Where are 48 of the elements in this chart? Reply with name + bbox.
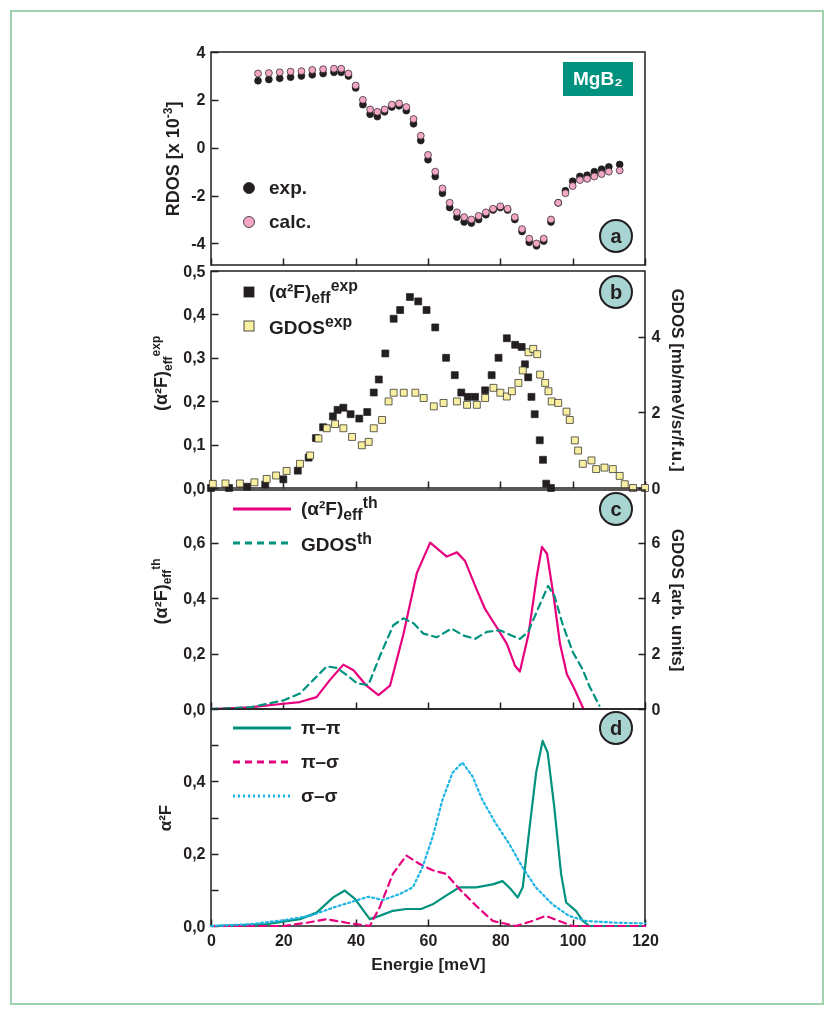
- y2-tick-label: 4: [651, 589, 661, 607]
- y-tick-label: 0,2: [183, 392, 206, 410]
- y-tick-label: 4: [196, 43, 206, 61]
- legend-label: σ–σ: [301, 785, 338, 807]
- circle-badge: c: [599, 492, 633, 526]
- legend-label: GDOS$^{exp}$: [269, 312, 353, 340]
- x-tick-label: 120: [632, 931, 659, 949]
- x-tick-label: 20: [274, 931, 293, 949]
- y2-tick-label: 2: [651, 403, 661, 421]
- y2-tick-label: 0: [651, 479, 661, 497]
- y2-tick-label: 4: [651, 328, 661, 346]
- y-axis-title: α²F: [156, 804, 176, 832]
- x-tick-label: 60: [419, 931, 438, 949]
- legend-label: calc.: [269, 211, 312, 234]
- legend-label: π–π: [301, 717, 341, 739]
- x-axis-title: Energie [meV]: [371, 954, 486, 974]
- circle-badge: b: [599, 275, 633, 309]
- y2-axis-title: GDOS [arb. units]: [668, 528, 688, 672]
- x-tick-label: 100: [559, 931, 587, 949]
- y2-tick-label: 6: [651, 534, 661, 552]
- legend-label: GDOS$^{th}$: [301, 529, 372, 557]
- label-box: MgB₂: [563, 62, 633, 96]
- y-tick-label: 0,6: [183, 534, 206, 552]
- y-tick-label: 0,4: [183, 772, 206, 790]
- y-tick-label: -4: [191, 234, 206, 252]
- y-tick-label: 0,0: [183, 479, 206, 497]
- y-tick-label: 0,4: [183, 305, 206, 323]
- x-tick-label: 80: [491, 931, 510, 949]
- y2-axis-title: GDOS [mb/meV/sr/f.u.]: [668, 288, 688, 472]
- circle-badge: a: [599, 219, 633, 253]
- y-tick-label: 2: [196, 91, 206, 109]
- y-tick-label: 0,5: [183, 262, 206, 280]
- x-tick-label: 40: [347, 931, 366, 949]
- y-tick-label: -2: [191, 187, 206, 205]
- x-tick-label: 0: [207, 931, 217, 949]
- y-tick-label: 0,0: [183, 700, 206, 718]
- circle-badge: d: [599, 711, 633, 745]
- y-tick-label: 0,3: [183, 349, 206, 367]
- y-tick-label: 0,0: [183, 917, 206, 935]
- legend-label: π–σ: [301, 751, 340, 773]
- y2-tick-label: 2: [651, 645, 661, 663]
- y-tick-label: 0,2: [183, 645, 206, 663]
- legend-label: exp.: [269, 177, 308, 200]
- y-tick-label: 0,1: [183, 436, 206, 454]
- y-tick-label: 0,4: [183, 589, 206, 607]
- y-tick-label: 0,2: [183, 845, 206, 863]
- y-tick-label: 0: [196, 139, 206, 157]
- y2-tick-label: 0: [651, 700, 661, 718]
